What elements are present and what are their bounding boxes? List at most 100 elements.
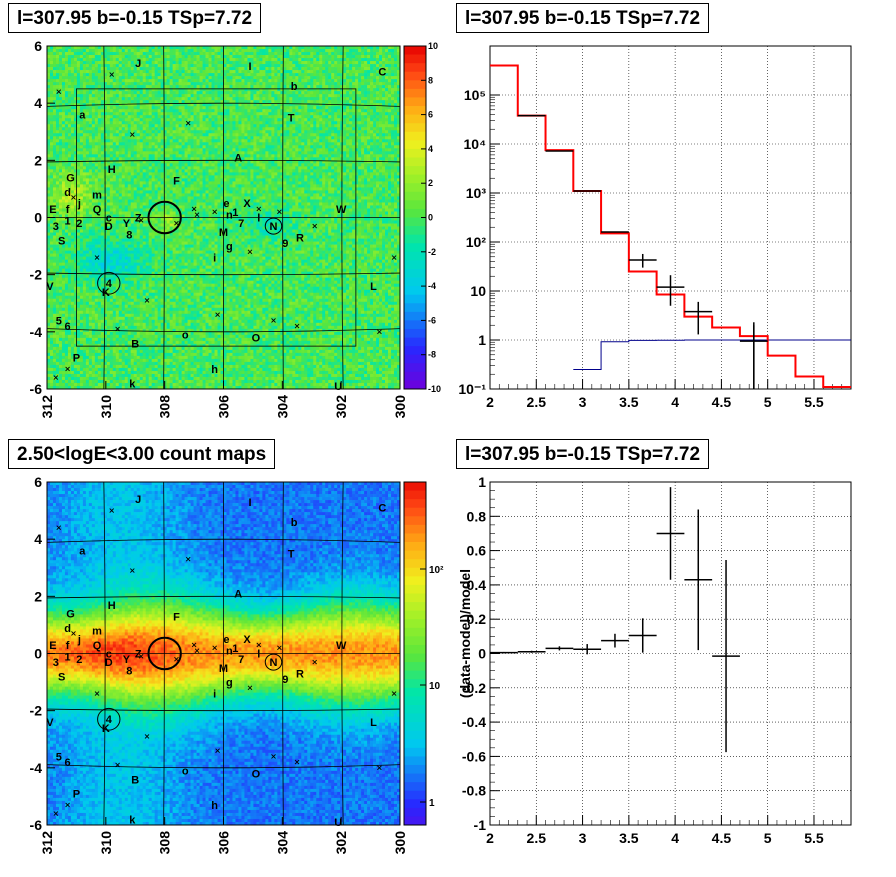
- x-tick-label: 2.5: [527, 394, 547, 410]
- source-label: j: [77, 634, 81, 646]
- source-label: W: [336, 204, 347, 216]
- colorbar-tick-label: -2: [428, 247, 436, 257]
- source-label: 1: [232, 207, 238, 219]
- x-tick-label: 308: [157, 831, 173, 855]
- source-label: T: [288, 548, 295, 560]
- source-label: 3: [53, 657, 59, 669]
- colorbar-tick-label: 6: [428, 110, 433, 120]
- source-label: e: [223, 198, 229, 210]
- data-point: [629, 254, 657, 268]
- source-label: d: [64, 187, 71, 199]
- source-label: f: [66, 640, 70, 652]
- source-label: 6: [65, 321, 71, 333]
- ratio-point: [518, 651, 546, 653]
- y-tick-label: -4: [30, 760, 43, 776]
- source-label: H: [108, 164, 116, 176]
- source-label: 1: [65, 215, 71, 227]
- ratio-point: [684, 509, 712, 650]
- y-tick-label: 6: [34, 38, 42, 54]
- colorbar-tick-label: 0: [428, 213, 433, 223]
- source-label: 9: [282, 238, 288, 250]
- background-model-line: [573, 340, 851, 370]
- source-label: B: [131, 774, 139, 786]
- x-tick-label: 302: [333, 395, 349, 419]
- y-tick-label: 1: [478, 474, 486, 490]
- source-label: l: [257, 649, 260, 661]
- source-label: Q: [93, 204, 102, 216]
- x-tick-label: 308: [157, 395, 173, 419]
- data-point: [657, 275, 685, 306]
- x-tick-label: 4.5: [712, 394, 732, 410]
- source-label: M: [219, 227, 228, 239]
- source-label: E: [49, 204, 56, 216]
- source-label: V: [46, 717, 54, 729]
- source-label: d: [64, 623, 71, 635]
- y-tick-label: -2: [30, 703, 43, 719]
- colorbar-tick-label: -10: [428, 384, 441, 394]
- y-tick-label: 10²: [466, 234, 487, 250]
- y-tick-label: -4: [30, 324, 43, 340]
- ratio-point: [629, 618, 657, 652]
- x-tick-label: 310: [98, 395, 114, 419]
- colorbar-tick-label: -4: [428, 281, 436, 291]
- colorbar-tick-label: 1: [429, 798, 435, 809]
- source-label: i: [213, 253, 216, 265]
- x-tick-label: 4.5: [712, 830, 732, 846]
- source-label: g: [226, 677, 233, 689]
- y-tick-label: -0.4: [462, 714, 486, 730]
- source-label: b: [291, 81, 298, 93]
- source-label: 5: [56, 315, 62, 327]
- spectrum-grid: [490, 46, 851, 389]
- ratio-point: [490, 652, 518, 653]
- source-label: F: [173, 611, 180, 623]
- x-tick-label: 3.5: [619, 830, 639, 846]
- source-label: O: [252, 333, 261, 345]
- x-tick-label: 306: [216, 395, 232, 419]
- x-tick-label: 302: [333, 831, 349, 855]
- y-tick-label: 10⁻¹: [458, 381, 486, 397]
- y-tick-label: 0: [34, 210, 42, 226]
- source-label: J: [135, 58, 141, 70]
- y-tick-label: 2: [34, 588, 42, 604]
- x-tick-label: 310: [98, 831, 114, 855]
- source-label: 8: [126, 666, 132, 678]
- x-tick-label: 5.5: [804, 394, 824, 410]
- y-tick-label: 4: [34, 531, 42, 547]
- source-label: T: [288, 112, 295, 124]
- y-tick-label: -1: [474, 817, 487, 833]
- y-tick-label: 0.6: [467, 543, 487, 559]
- x-tick-label: 300: [392, 395, 408, 419]
- count-map-title: 2.50<logE<3.00 count maps: [8, 439, 275, 469]
- source-label: P: [73, 789, 80, 801]
- source-label: N: [270, 221, 278, 233]
- source-label: Q: [93, 640, 102, 652]
- source-label: R: [296, 669, 304, 681]
- source-label: D: [105, 221, 113, 233]
- source-label: 7: [238, 654, 244, 666]
- source-label: 6: [65, 757, 71, 769]
- x-tick-label: 3.5: [619, 394, 639, 410]
- x-tick-label: 306: [216, 831, 232, 855]
- x-tick-label: 312: [39, 395, 55, 419]
- source-label: L: [370, 717, 377, 729]
- source-label: l: [257, 213, 260, 225]
- colorbar-tick-label: 2: [428, 178, 433, 188]
- ratio-point: [601, 634, 629, 648]
- y-tick-label: -0.8: [462, 783, 486, 799]
- source-label: F: [173, 175, 180, 187]
- source-label: k: [129, 378, 136, 390]
- y-tick-label: 10⁵: [464, 87, 486, 103]
- x-tick-label: 312: [39, 831, 55, 855]
- source-label: H: [108, 600, 116, 612]
- source-label: V: [46, 281, 54, 293]
- source-label: S: [58, 235, 65, 247]
- x-tick-label: 2: [486, 830, 494, 846]
- source-label: W: [336, 640, 347, 652]
- source-label: f: [66, 204, 70, 216]
- source-label: m: [92, 190, 102, 202]
- source-label: G: [66, 608, 75, 620]
- source-label: a: [79, 546, 86, 558]
